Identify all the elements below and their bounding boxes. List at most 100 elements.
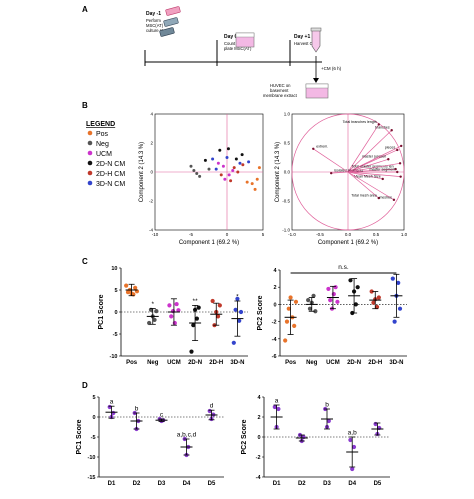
significance-label: a,b bbox=[348, 430, 357, 437]
loading-vector bbox=[313, 148, 349, 173]
data-point bbox=[152, 317, 157, 323]
loading-point bbox=[387, 158, 390, 161]
loading-vector bbox=[347, 171, 383, 180]
x-tick-label: Neg bbox=[306, 360, 318, 366]
data-point bbox=[232, 166, 236, 170]
data-point bbox=[326, 286, 331, 292]
data-point bbox=[369, 289, 374, 294]
y-tick-label: -10 bbox=[110, 354, 118, 360]
x-tick-label: 2D-H bbox=[209, 360, 223, 366]
panel-label-a: A bbox=[82, 5, 88, 14]
data-point bbox=[169, 314, 174, 319]
pc1-score-chart-c: -10 -5 0 5 10 PC1 Score Pos Neg UCM 2D-N 2D-H 3D-N *… bbox=[98, 266, 248, 366]
data-point bbox=[313, 309, 318, 314]
legend-marker bbox=[87, 150, 93, 156]
y-tick-label: 5 bbox=[114, 288, 117, 294]
loading-point bbox=[330, 171, 333, 175]
y-tick-label: -10 bbox=[88, 455, 96, 461]
data-point bbox=[390, 276, 395, 281]
x-tick-label: 5 bbox=[262, 232, 265, 237]
x-tick-label: D2 bbox=[298, 481, 306, 487]
legend-label: 3D-N CM bbox=[96, 181, 125, 188]
legend-label: 2D-N CM bbox=[96, 161, 125, 168]
x-tick-label: D3 bbox=[158, 481, 166, 487]
loading-vector bbox=[331, 171, 349, 174]
significance-label: * bbox=[151, 301, 154, 308]
day0-label: Day 0 bbox=[224, 34, 238, 40]
x-tick-label: 0 bbox=[226, 232, 229, 237]
loading-label: meshes bbox=[379, 195, 392, 199]
data-point bbox=[240, 153, 244, 157]
data-point bbox=[217, 303, 222, 308]
loading-label: extrem. bbox=[316, 144, 328, 148]
data-point bbox=[292, 323, 297, 328]
y-axis-label: Component 2 (14.3 %) bbox=[275, 142, 281, 202]
y-tick-label: 10 bbox=[111, 266, 117, 272]
loading-vector bbox=[347, 171, 380, 199]
loading-label: isolated segments bbox=[334, 169, 363, 173]
x-tick-label: D4 bbox=[183, 481, 191, 487]
y-tick-label: -4 bbox=[256, 475, 262, 481]
y-tick-label: -2 bbox=[272, 320, 277, 326]
data-point bbox=[253, 187, 257, 191]
y-tick-label: 2 bbox=[273, 285, 276, 291]
plate-dish-icon bbox=[235, 32, 255, 48]
loading-label: branches bbox=[375, 126, 390, 130]
loading-point bbox=[398, 162, 402, 165]
pc1-score-chart-d: -15 -10 -5 0 5 PC1 Score D1 D2 D3 D4 D5 a b c a,b,c,d d bbox=[76, 395, 224, 487]
x-tick-label: D1 bbox=[273, 481, 281, 487]
y-tick-label: 0 bbox=[92, 415, 95, 421]
huvec-desc-1: HUVEC on bbox=[270, 83, 291, 88]
significance-label: a bbox=[110, 399, 114, 406]
tube-icon bbox=[310, 27, 322, 53]
panel-label-b: B bbox=[82, 101, 88, 110]
data-point bbox=[247, 160, 251, 164]
data-point bbox=[214, 167, 218, 171]
data-point bbox=[237, 318, 242, 323]
pca-loading-plot: -1.0 -0.5 0.0 0.5 1.0 -1.0 -0.5 0.0 0.5 1.0 Compon… bbox=[275, 112, 408, 247]
data-point bbox=[231, 169, 235, 173]
data-point bbox=[124, 283, 129, 288]
y-axis-label: PC1 Score bbox=[76, 419, 83, 454]
y-tick-label: -6 bbox=[272, 354, 277, 360]
data-point bbox=[396, 280, 401, 285]
day0-desc-1: Count and bbox=[224, 41, 244, 46]
x-tick-label: -5 bbox=[189, 232, 193, 237]
loading-vector bbox=[347, 158, 389, 173]
loading-label: master segment bbox=[370, 168, 396, 172]
significance-label: d bbox=[210, 403, 214, 410]
data-point bbox=[283, 338, 288, 343]
x-tick-label: D2 bbox=[133, 481, 141, 487]
data-point bbox=[236, 170, 240, 174]
data-point bbox=[219, 173, 223, 177]
data-point bbox=[225, 156, 229, 159]
data-point bbox=[198, 174, 202, 178]
x-tick-label: D1 bbox=[108, 481, 116, 487]
y-tick-label: -1.0 bbox=[282, 228, 290, 233]
data-point bbox=[170, 309, 176, 314]
day1-desc: Harvest CM bbox=[294, 41, 317, 46]
data-point bbox=[348, 437, 353, 443]
data-point bbox=[207, 167, 211, 171]
day-m1-desc-2: MSC(AT) bbox=[146, 23, 164, 28]
x-tick-label: D5 bbox=[208, 481, 216, 487]
panel-label-d: D bbox=[82, 381, 88, 390]
significance-label: ** bbox=[193, 298, 199, 305]
loading-vector bbox=[347, 162, 401, 173]
x-tick-label: Pos bbox=[126, 360, 138, 366]
data-point bbox=[223, 177, 227, 181]
loading-point bbox=[394, 167, 397, 171]
loading-vector bbox=[347, 168, 396, 173]
data-point bbox=[203, 158, 207, 162]
data-point bbox=[276, 406, 281, 412]
x-tick-label: D5 bbox=[374, 481, 382, 487]
x-tick-label: 2D-H bbox=[368, 360, 382, 366]
y-tick-label: 0.5 bbox=[284, 141, 291, 146]
loading-vector bbox=[347, 145, 402, 173]
legend-title: LEGEND bbox=[86, 121, 115, 128]
loading-label: Total master segments len bbox=[352, 165, 394, 169]
data-point bbox=[167, 303, 172, 308]
data-point bbox=[227, 173, 231, 177]
timeline: Day -1 Perform MSC(AT) culture step Day … bbox=[144, 6, 342, 99]
